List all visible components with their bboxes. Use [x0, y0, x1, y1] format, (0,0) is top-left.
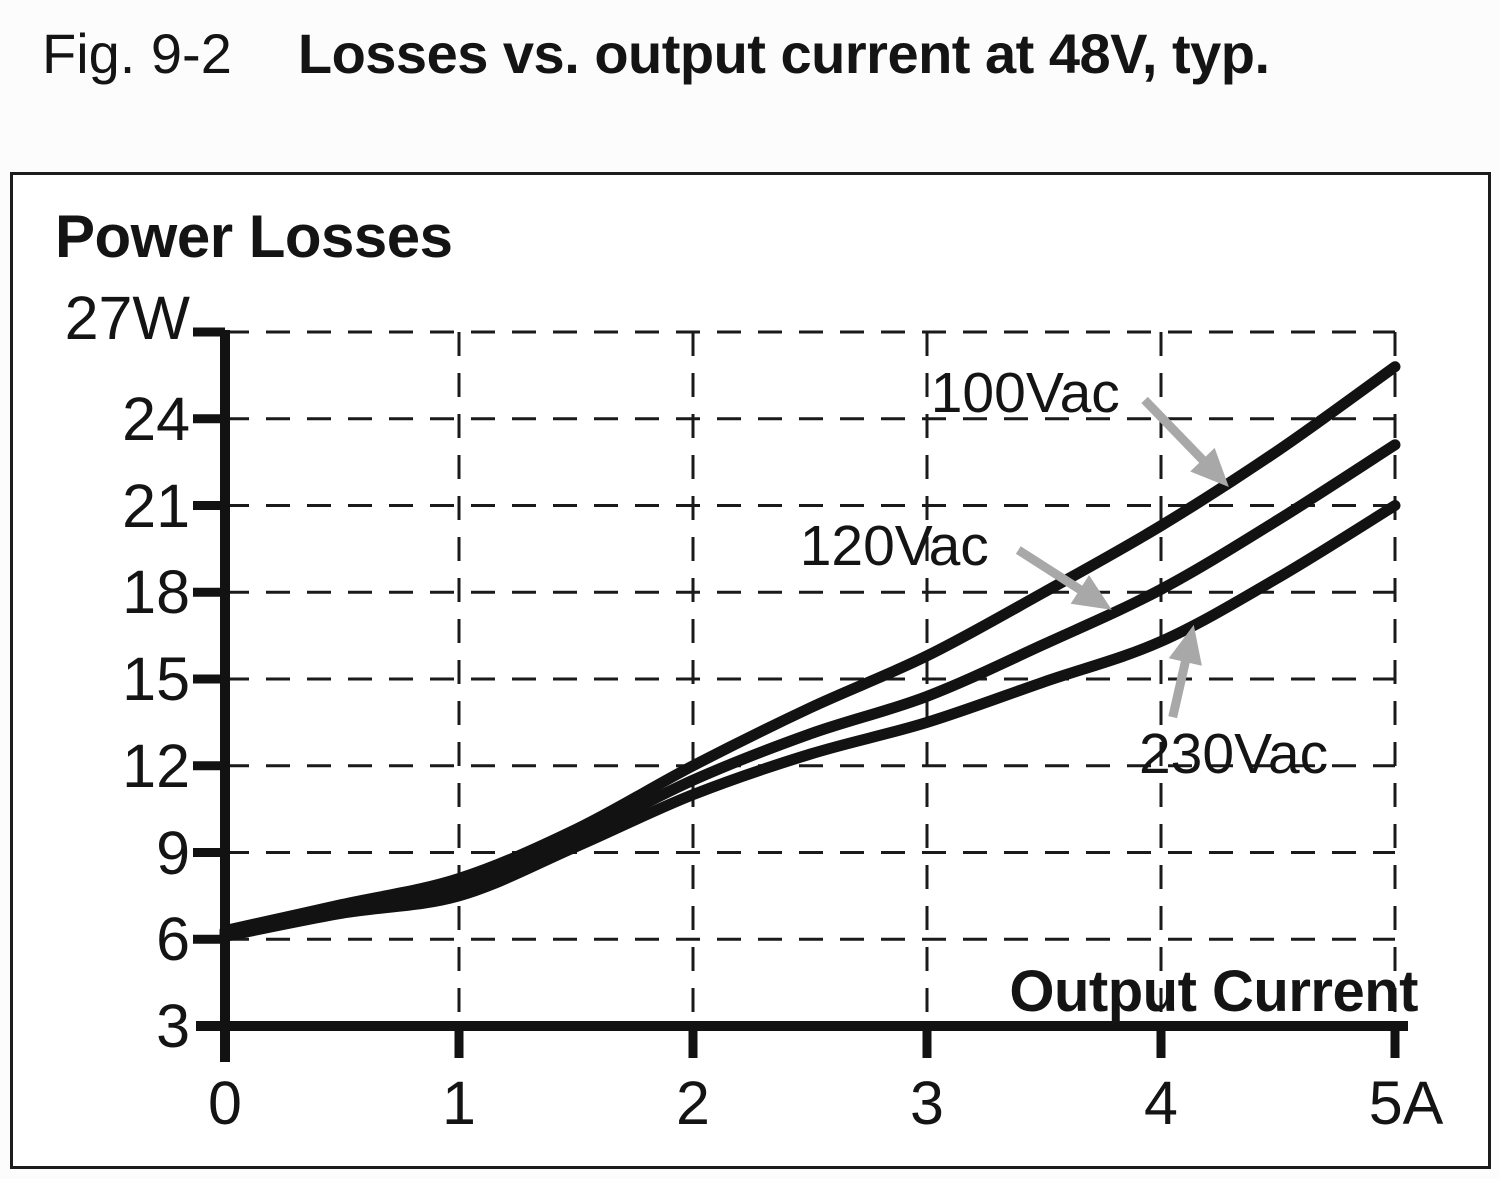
- figure-number: Fig. 9-2: [42, 22, 232, 85]
- y-tick-label: 21: [122, 471, 190, 540]
- annotation-arrow-line-230vac: [1168, 655, 1192, 719]
- x-tick-label: 4: [1144, 1069, 1178, 1137]
- figure-title: Losses vs. output current at 48V, typ.: [297, 22, 1270, 85]
- curve-100vac: [219, 361, 1401, 937]
- curve-120vac: [219, 439, 1401, 939]
- x-axis-title: Output Current: [1009, 959, 1418, 1024]
- annotation-arrowhead-120vac: [1070, 575, 1112, 610]
- y-tick-label: 12: [122, 731, 190, 800]
- figure-border: [10, 172, 1491, 1169]
- x-tick-label: 0: [208, 1069, 242, 1137]
- y-tick-label: 3: [156, 992, 190, 1060]
- y-axis-title: Power Losses: [55, 203, 453, 270]
- x-tick-label: 1: [442, 1069, 476, 1137]
- x-tick-label: 2: [676, 1069, 710, 1137]
- curve-230vac: [219, 500, 1401, 942]
- annotation-arrowhead-100vac: [1190, 447, 1229, 487]
- figure-caption: Fig. 9-2 Losses vs. output current at 48…: [42, 22, 1270, 86]
- y-tick-label: 24: [122, 384, 190, 453]
- x-tick-label: 3: [910, 1069, 944, 1137]
- x-tick-label: 5A: [1368, 1069, 1444, 1137]
- y-tick-label: 18: [122, 558, 190, 627]
- y-tick-label: 27W: [64, 284, 190, 352]
- y-tick-label: 6: [156, 905, 190, 974]
- annotation-arrow-line-100vac: [1141, 396, 1210, 468]
- series-label-230vac: 230Vac: [1138, 722, 1329, 787]
- y-tick-label: 9: [156, 818, 190, 887]
- series-label-120vac: 120Vac: [799, 513, 989, 578]
- annotation-arrowhead-230vac: [1168, 624, 1202, 666]
- series-label-100vac: 100Vac: [930, 360, 1120, 425]
- y-tick-label: 15: [122, 645, 190, 713]
- annotation-arrow-line-120vac: [1015, 546, 1088, 597]
